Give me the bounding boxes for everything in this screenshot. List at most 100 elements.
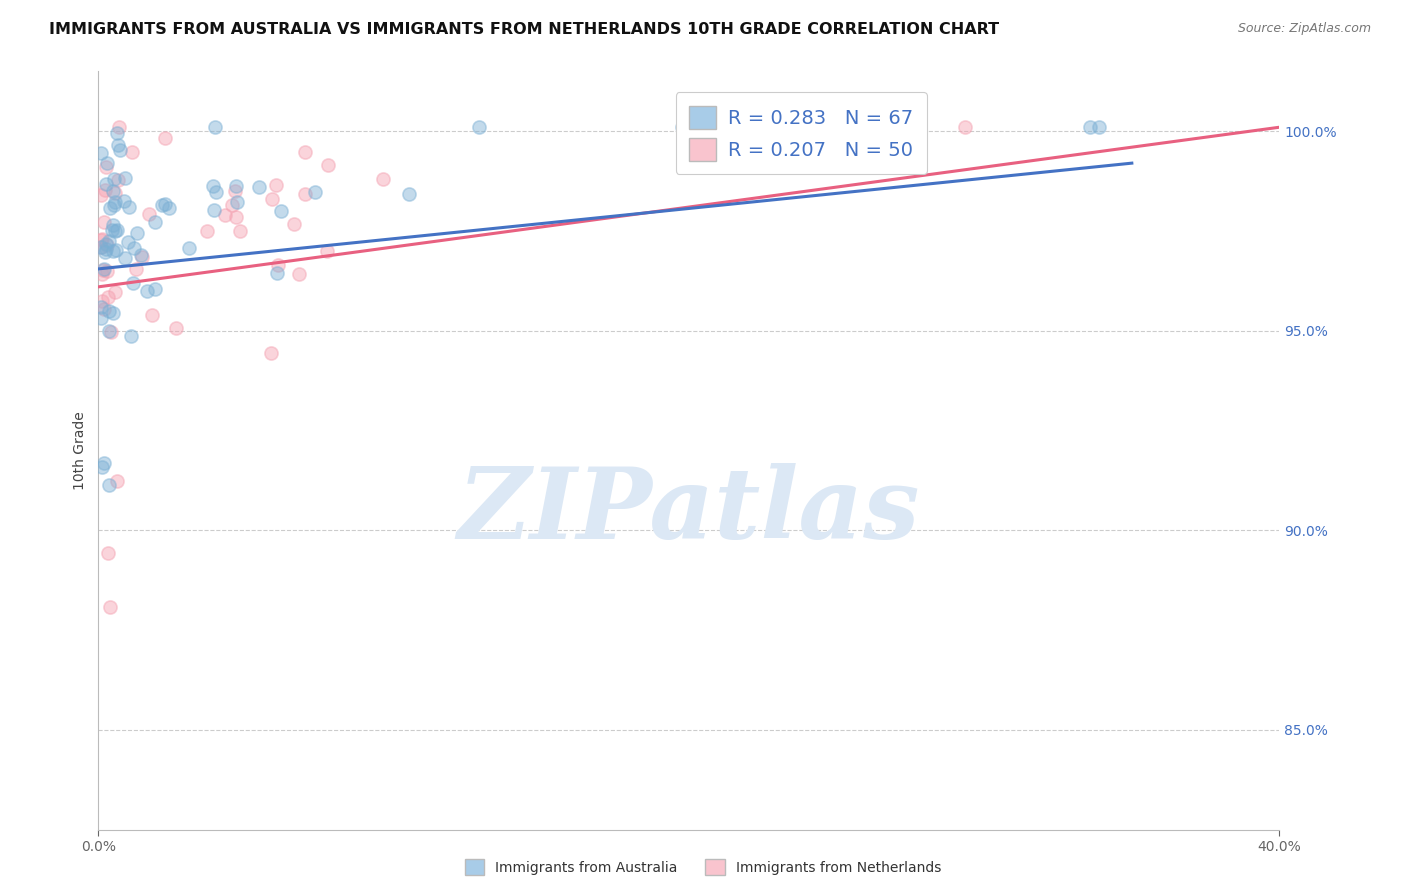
Text: ZIPatlas: ZIPatlas [458, 463, 920, 559]
Point [1087, 120, 1109, 135]
Point [112, 194, 135, 208]
Point [316, 244, 339, 258]
Point [122, 277, 145, 291]
Point [247, 179, 270, 194]
Point [270, 203, 292, 218]
Point [468, 120, 491, 135]
Point [260, 192, 283, 206]
Point [98, 324, 121, 338]
Point [131, 248, 153, 262]
Point [846, 120, 869, 135]
Point [202, 203, 225, 218]
Point [197, 224, 219, 238]
Point [94, 160, 117, 174]
Point [267, 258, 290, 272]
Point [98, 600, 121, 615]
Point [264, 178, 287, 192]
Point [155, 197, 177, 211]
Point [751, 120, 773, 135]
Point [114, 251, 136, 265]
Point [93, 262, 115, 277]
Point [696, 120, 718, 135]
Point [294, 145, 316, 159]
Point [90, 460, 112, 475]
Point [93, 456, 115, 470]
Point [107, 138, 129, 153]
Point [120, 328, 142, 343]
Point [304, 186, 326, 200]
Point [735, 120, 758, 135]
Legend: Immigrants from Australia, Immigrants from Netherlands: Immigrants from Australia, Immigrants fr… [460, 854, 946, 880]
Point [104, 285, 127, 300]
Point [283, 218, 305, 232]
Point [177, 241, 200, 255]
Point [671, 120, 693, 135]
Point [318, 158, 340, 172]
Point [98, 304, 121, 318]
Text: IMMIGRANTS FROM AUSTRALIA VS IMMIGRANTS FROM NETHERLANDS 10TH GRADE CORRELATION : IMMIGRANTS FROM AUSTRALIA VS IMMIGRANTS … [49, 22, 1000, 37]
Point [96, 238, 118, 252]
Point [896, 120, 918, 135]
Y-axis label: 10th Grade: 10th Grade [73, 411, 87, 490]
Point [287, 267, 309, 281]
Point [1078, 120, 1101, 135]
Point [104, 243, 127, 257]
Point [834, 120, 856, 135]
Point [117, 235, 139, 249]
Point [101, 184, 124, 198]
Point [398, 186, 420, 201]
Point [821, 120, 844, 135]
Point [91, 263, 114, 277]
Point [153, 131, 176, 145]
Point [97, 234, 120, 248]
Point [226, 195, 249, 210]
Point [294, 187, 316, 202]
Point [104, 194, 127, 209]
Point [260, 346, 283, 360]
Point [136, 284, 159, 298]
Point [90, 293, 112, 308]
Point [93, 215, 115, 229]
Text: Source: ZipAtlas.com: Source: ZipAtlas.com [1237, 22, 1371, 36]
Point [157, 202, 180, 216]
Point [98, 201, 121, 215]
Point [94, 242, 117, 256]
Point [101, 306, 124, 320]
Point [225, 211, 247, 225]
Point [96, 155, 118, 169]
Point [90, 188, 112, 202]
Point [93, 183, 115, 197]
Point [225, 178, 247, 193]
Point [125, 261, 148, 276]
Point [103, 172, 125, 186]
Point [91, 232, 114, 246]
Point [105, 126, 128, 140]
Point [205, 185, 228, 199]
Point [371, 172, 394, 186]
Point [953, 120, 976, 135]
Point [90, 300, 112, 314]
Point [90, 311, 112, 326]
Point [141, 309, 163, 323]
Point [90, 233, 112, 247]
Point [204, 120, 226, 135]
Point [214, 208, 236, 222]
Point [221, 198, 243, 212]
Point [131, 250, 153, 264]
Point [114, 170, 136, 185]
Point [150, 198, 173, 212]
Point [100, 326, 122, 340]
Point [105, 475, 128, 489]
Point [108, 120, 131, 135]
Point [98, 478, 121, 492]
Point [94, 178, 117, 192]
Point [224, 184, 246, 198]
Point [104, 186, 127, 200]
Point [103, 198, 125, 212]
Point [101, 218, 124, 232]
Point [90, 146, 112, 161]
Point [228, 223, 250, 237]
Point [96, 264, 118, 278]
Point [121, 145, 143, 159]
Point [202, 178, 225, 193]
